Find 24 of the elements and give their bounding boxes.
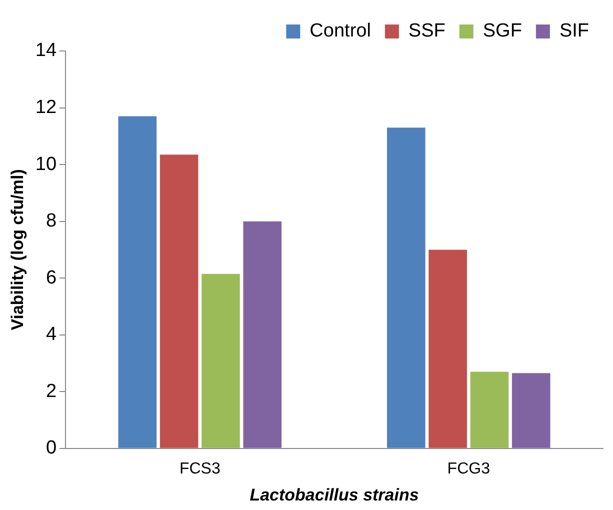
legend-label: SSF bbox=[408, 20, 446, 42]
x-axis-title: Lactobacillus strains bbox=[250, 485, 419, 504]
legend-label: Control bbox=[310, 20, 371, 42]
x-tick-label: FCG3 bbox=[447, 460, 490, 478]
y-tick-label: 2 bbox=[46, 380, 57, 402]
legend-label: SGF bbox=[482, 20, 522, 42]
legend-label: SIF bbox=[559, 20, 590, 42]
y-axis-title: Viability (log cfu/ml) bbox=[8, 169, 27, 330]
bar bbox=[243, 221, 282, 448]
bar bbox=[202, 274, 240, 448]
y-tick-label: 0 bbox=[46, 438, 57, 459]
y-tick-label: 10 bbox=[35, 154, 57, 175]
y-tick-label: 12 bbox=[35, 97, 57, 118]
x-tick-label: FCS3 bbox=[179, 460, 220, 478]
bar bbox=[118, 116, 157, 448]
y-tick-label: 4 bbox=[46, 324, 57, 346]
y-tick-label: 14 bbox=[35, 40, 57, 62]
y-tick-label: 6 bbox=[46, 267, 57, 288]
y-tick-label: 8 bbox=[46, 210, 57, 232]
bar bbox=[428, 250, 467, 448]
bar bbox=[160, 154, 198, 448]
bar bbox=[512, 373, 550, 448]
bar bbox=[470, 372, 509, 448]
bar bbox=[386, 128, 426, 448]
